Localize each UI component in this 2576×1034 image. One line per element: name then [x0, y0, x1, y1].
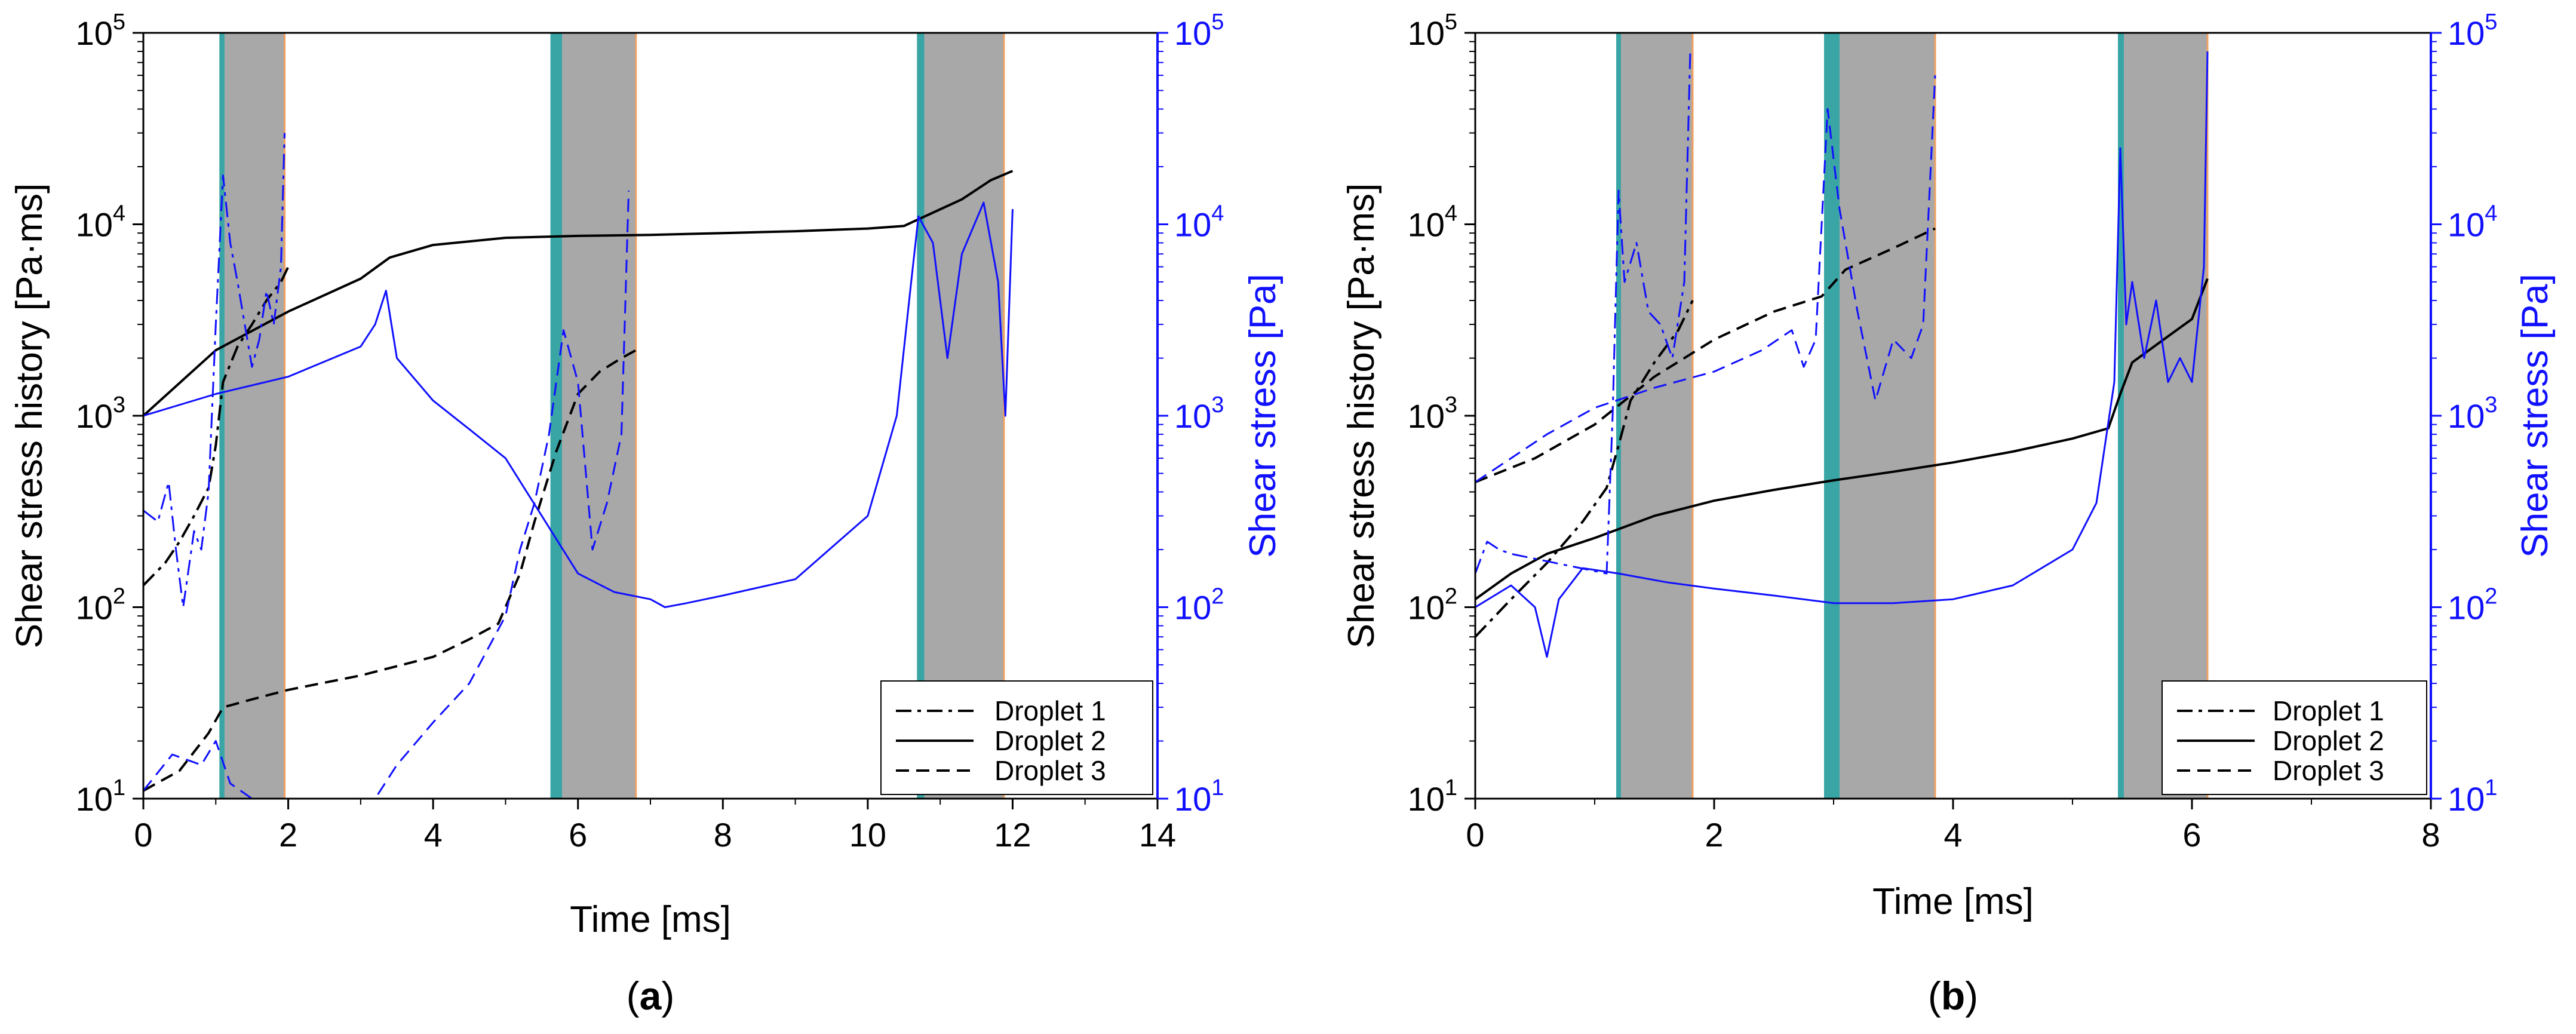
y-tick-label-left-b: 105 [1408, 10, 1457, 52]
x-tick-label-a: 10 [849, 816, 886, 854]
y-tick-label-right-b: 102 [2448, 584, 2497, 627]
y-tick-label-right-b: 105 [2448, 10, 2497, 52]
y-tick-label-left-a: 105 [76, 10, 125, 52]
legend-label-droplet-1-a: Droplet 1 [994, 695, 1106, 726]
y-tick-label-right-a: 103 [1174, 392, 1224, 435]
y-tick-label-left-a: 103 [76, 392, 125, 435]
shaded-region-a-1 [219, 33, 284, 799]
legend-label-droplet-3-a: Droplet 3 [994, 755, 1106, 786]
x-tick-label-b: 6 [2182, 816, 2201, 854]
x-tick-label-b: 0 [1466, 816, 1484, 854]
shaded-region-b-2 [1824, 33, 1935, 799]
y-tick-label-left-b: 103 [1408, 392, 1457, 435]
x-tick-label-b: 8 [2421, 816, 2440, 854]
legend-label-droplet-3-b: Droplet 3 [2273, 755, 2384, 786]
y-axis-label-right-b: Shear stress [Pa] [2514, 274, 2556, 558]
x-tick-label-a: 0 [134, 816, 152, 854]
x-tick-label-a: 4 [424, 816, 443, 854]
shaded-regions-b [1616, 33, 2207, 799]
legend-a: Droplet 1 Droplet 2 Droplet 3 [881, 681, 1153, 794]
panel-b: 0 2 4 6 8 101 102 103 104 105 101 102 103 104 105 Ti… [1341, 10, 2556, 1018]
y-tick-label-left-a: 102 [76, 584, 125, 627]
y-ticks-right-b: 101 102 103 104 105 [2431, 10, 2497, 818]
x-tick-label-b: 2 [1705, 816, 1723, 854]
y-tick-label-right-a: 102 [1174, 584, 1224, 627]
y-tick-label-right-b: 104 [2448, 201, 2497, 244]
y-ticks-left-a: 101 102 103 104 105 [76, 10, 143, 818]
x-ticks-b: 0 2 4 6 8 [1466, 799, 2440, 854]
y-tick-label-right-b: 103 [2448, 392, 2497, 435]
x-axis-label-b: Time [ms] [1872, 881, 2034, 922]
panel-label-a: (a) [627, 974, 675, 1018]
y-ticks-left-b: 101 102 103 104 105 [1408, 10, 1475, 818]
x-tick-label-a: 12 [994, 816, 1031, 854]
x-tick-label-a: 2 [279, 816, 297, 854]
x-axis-label-a: Time [ms] [570, 899, 731, 940]
y-tick-label-left-a: 101 [76, 775, 125, 818]
shaded-region-a-2 [551, 33, 636, 799]
legend-b: Droplet 1 Droplet 2 Droplet 3 [2162, 681, 2427, 794]
legend-label-droplet-2-b: Droplet 2 [2273, 725, 2384, 756]
y-tick-label-left-a: 104 [76, 201, 125, 244]
y-axis-label-left-a: Shear stress history [Pa·ms] [9, 183, 50, 649]
shaded-region-b-1 [1616, 33, 1693, 799]
x-tick-label-a: 14 [1139, 816, 1176, 854]
y-tick-label-right-a: 101 [1174, 775, 1224, 818]
shaded-region-start-band-b-1 [1616, 33, 1621, 799]
x-tick-label-a: 8 [714, 816, 732, 854]
x-tick-label-a: 6 [569, 816, 587, 854]
y-tick-label-right-b: 101 [2448, 775, 2497, 818]
y-tick-label-right-a: 104 [1174, 201, 1224, 244]
panel-a: 0 2 4 6 8 10 12 14 101 102 103 104 105 101 102 103 104… [9, 10, 1284, 1018]
y-axis-label-right-a: Shear stress [Pa] [1242, 274, 1284, 558]
y-tick-label-right-a: 105 [1174, 10, 1224, 52]
panel-label-b: (b) [1928, 974, 1978, 1018]
y-tick-label-left-b: 104 [1408, 201, 1457, 244]
legend-label-droplet-1-b: Droplet 1 [2273, 695, 2384, 726]
y-axis-label-left-b: Shear stress history [Pa·ms] [1341, 183, 1382, 649]
y-ticks-right-a: 101 102 103 104 105 [1157, 10, 1224, 818]
x-ticks-a: 0 2 4 6 8 10 12 14 [134, 799, 1176, 854]
x-tick-label-b: 4 [1943, 816, 1962, 854]
y-tick-label-left-b: 101 [1408, 775, 1457, 818]
legend-label-droplet-2-a: Droplet 2 [994, 725, 1106, 756]
figure: 0 2 4 6 8 10 12 14 101102103104105 101102103104… [0, 0, 2576, 1034]
y-tick-label-left-b: 102 [1408, 584, 1457, 627]
